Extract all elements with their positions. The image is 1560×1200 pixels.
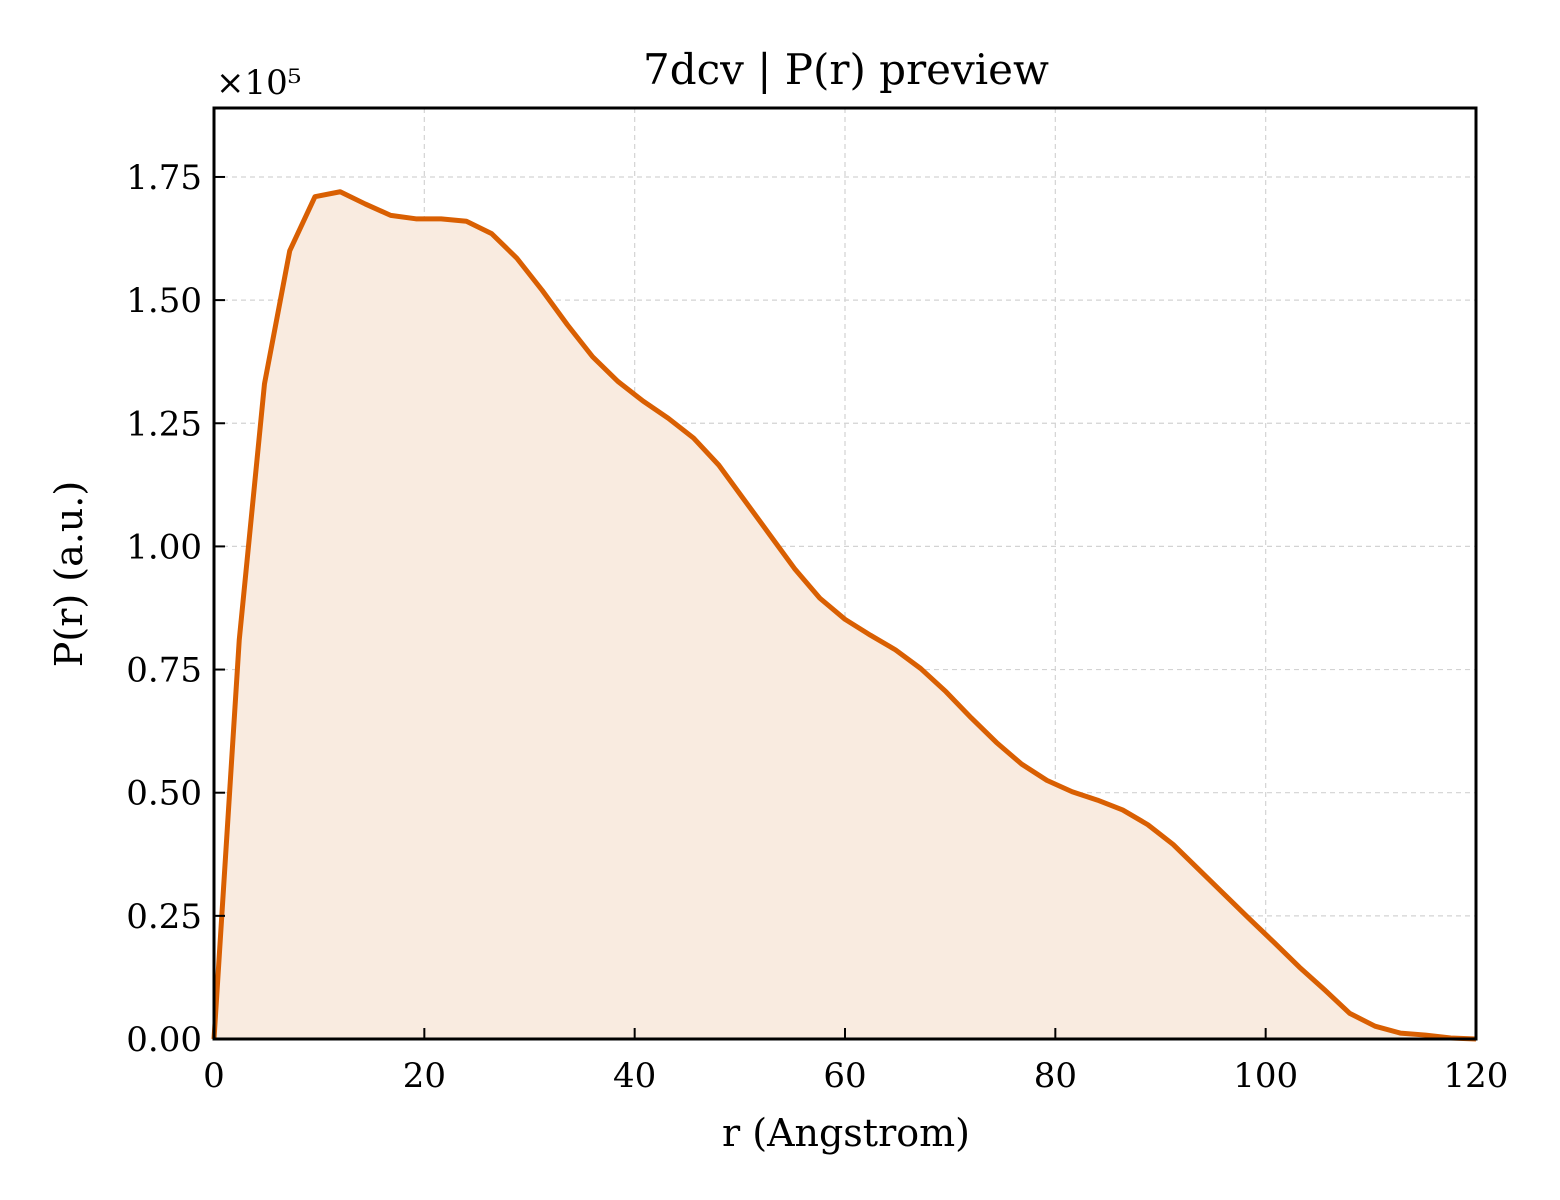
y-tick-label: 0.75: [126, 651, 202, 691]
y-multiplier-label: ×10⁵: [216, 63, 301, 103]
y-tick-label: 1.00: [126, 527, 202, 567]
axis-ticks: [213, 175, 1477, 1040]
y-tick-label: 1.25: [126, 404, 202, 444]
x-tick-label: 40: [613, 1056, 656, 1096]
x-tick-label: 20: [403, 1056, 446, 1096]
x-tick-label: 0: [203, 1056, 225, 1096]
x-tick-label: 80: [1034, 1056, 1077, 1096]
x-tick-label: 120: [1444, 1056, 1509, 1096]
y-tick-label: 1.75: [126, 158, 202, 198]
tick-labels: 0 20 40 60 80 100 120 0.00 0.25 0.50 0.75 1.00 1.25 1…: [126, 158, 1508, 1096]
pr-area-fill: [214, 191, 1476, 1040]
x-tick-label: 60: [823, 1056, 866, 1096]
pr-series-line: [211, 189, 1477, 1042]
y-tick-label: 0.50: [126, 774, 202, 814]
y-tick-label: 0.00: [126, 1020, 202, 1060]
x-axis-label: r (Angstrom): [722, 1111, 970, 1155]
y-axis-label: P(r) (a.u.): [47, 481, 91, 667]
x-tick-label: 100: [1233, 1056, 1298, 1096]
y-tick-label: 1.50: [126, 281, 202, 321]
chart-title: 7dcv | P(r) preview: [643, 45, 1049, 94]
y-tick-label: 0.25: [126, 897, 202, 937]
